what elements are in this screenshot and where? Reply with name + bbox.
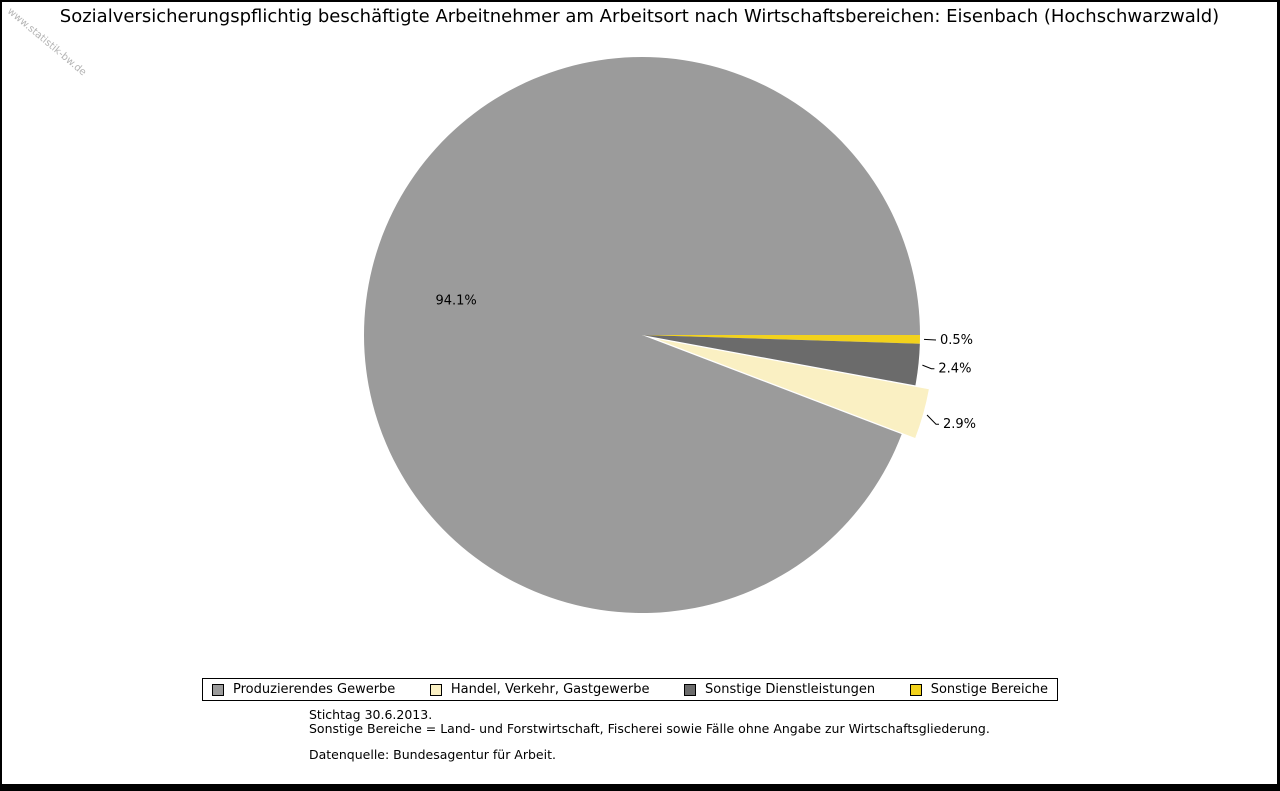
legend-item-handel-verkehr-gastgewerbe: Handel, Verkehr, Gastgewerbe — [429, 682, 650, 697]
pie-chart: 0.5% 2.4% 2.9% 94.1% — [364, 57, 976, 614]
footnotes: Stichtag 30.6.2013. Sonstige Bereiche = … — [309, 708, 990, 762]
pie-slice-handel-verkehr-gastgewerbe — [655, 338, 929, 438]
legend-label-handel-verkehr-gastgewerbe: Handel, Verkehr, Gastgewerbe — [450, 682, 650, 697]
footnote-source: Datenquelle: Bundesagentur für Arbeit. — [309, 747, 556, 762]
chart-title: Sozialversicherungspflichtig beschäftigt… — [59, 6, 1220, 27]
footnote-stichtag: Stichtag 30.6.2013. — [309, 707, 433, 722]
pie-label-sonstige-dienstleistungen: 2.4% — [938, 362, 971, 377]
footnote-definition: Sonstige Bereiche = Land- und Forstwirts… — [309, 721, 990, 736]
pie-slice-sonstige-dienstleistungen — [642, 335, 920, 386]
legend-swatch-produzierendes-gewerbe — [212, 683, 224, 696]
legend-swatch-handel-verkehr-gastgewerbe — [429, 683, 442, 696]
pie-slice-sonstige-bereiche — [642, 335, 920, 344]
pie-label-handel-verkehr-gastgewerbe: 2.9% — [943, 417, 976, 432]
legend: Produzierendes Gewerbe Handel, Verkehr, G… — [202, 678, 1058, 701]
legend-item-sonstige-bereiche: Sonstige Bereiche — [909, 682, 1048, 697]
legend-swatch-sonstige-dienstleistungen — [684, 683, 697, 696]
legend-label-sonstige-dienstleistungen: Sonstige Dienstleistungen — [705, 682, 876, 697]
legend-item-produzierendes-gewerbe: Produzierendes Gewerbe — [212, 682, 395, 697]
pie-leader-handel-verkehr-gastgewerbe — [926, 414, 939, 425]
pie-leader-sonstige-bereiche — [923, 338, 937, 341]
legend-label-produzierendes-gewerbe: Produzierendes Gewerbe — [233, 682, 396, 697]
legend-label-sonstige-bereiche: Sonstige Bereiche — [930, 682, 1048, 697]
pie-label-sonstige-bereiche: 0.5% — [940, 333, 973, 348]
pie-leader-sonstige-dienstleistungen — [922, 364, 935, 370]
legend-swatch-sonstige-bereiche — [909, 683, 922, 696]
legend-item-sonstige-dienstleistungen: Sonstige Dienstleistungen — [684, 682, 875, 697]
pie-label-produzierendes-gewerbe: 94.1% — [435, 294, 476, 309]
pie-slice-produzierendes-gewerbe — [364, 57, 920, 614]
